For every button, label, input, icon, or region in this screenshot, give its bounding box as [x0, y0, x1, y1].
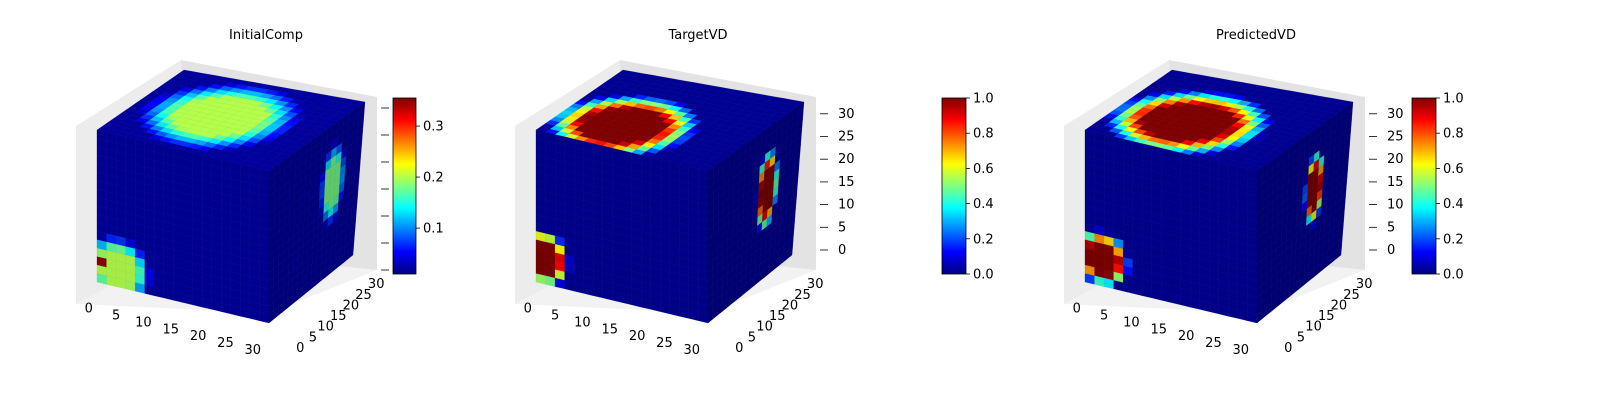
- colorbar-tick-label: 0.4: [973, 197, 994, 212]
- colorbar: [1411, 97, 1437, 275]
- x-tick-label: 10: [574, 315, 591, 330]
- x-tick-label: 10: [1123, 315, 1140, 330]
- top-face: [1084, 69, 1354, 172]
- z-tick-label: 30: [1387, 107, 1404, 122]
- side-face: [1256, 101, 1354, 324]
- z-tick-label: 20: [1387, 152, 1404, 167]
- z-tick-label: 5: [1387, 220, 1395, 235]
- side-face: [707, 101, 805, 324]
- x-tick-label: 5: [112, 309, 120, 324]
- x-tick-label: 0: [1073, 302, 1081, 317]
- y-tick-label: 15: [330, 309, 347, 324]
- y-tick-label: 20: [782, 298, 799, 313]
- y-tick-label: 5: [1297, 330, 1305, 345]
- chart-title: PredictedVD: [1216, 28, 1296, 43]
- x-tick-label: 30: [1233, 343, 1250, 358]
- x-tick-label: 25: [656, 336, 673, 351]
- colorbar: [941, 97, 967, 275]
- z-tick-label: 10: [1387, 198, 1404, 213]
- y-tick-label: 10: [756, 320, 773, 335]
- colorbar-tick-label: 0.3: [423, 120, 444, 135]
- voxel-cell: [1336, 246, 1342, 260]
- y-tick-label: 25: [355, 288, 372, 303]
- colorbar-tick-label: 0.8: [1443, 127, 1464, 142]
- y-tick-label: 15: [1318, 309, 1335, 324]
- y-tick-label: 10: [317, 320, 334, 335]
- colorbar-tick-label: 0.2: [973, 232, 994, 247]
- colorbar-tick-label: 0.6: [1443, 162, 1464, 177]
- colorbar-tick-label: 0.8: [973, 127, 994, 142]
- y-tick-label: 0: [296, 341, 304, 356]
- x-tick-label: 0: [524, 302, 532, 317]
- x-tick-label: 5: [551, 309, 559, 324]
- chart-title: InitialComp: [229, 28, 303, 43]
- y-tick-label: 10: [1305, 320, 1322, 335]
- z-tick-label: 0: [1387, 243, 1395, 258]
- x-tick-label: 25: [1205, 336, 1222, 351]
- x-tick-label: 20: [190, 329, 207, 344]
- colorbar-tick-label: 0.2: [423, 171, 444, 186]
- x-tick-label: 30: [245, 343, 262, 358]
- y-tick-label: 15: [769, 309, 786, 324]
- x-tick-label: 20: [1178, 329, 1195, 344]
- x-tick-label: 10: [135, 315, 152, 330]
- side-face: [268, 101, 366, 324]
- z-tick-label: 15: [838, 175, 855, 190]
- y-tick-label: 0: [735, 341, 743, 356]
- z-tick-label: 10: [838, 198, 855, 213]
- x-tick-label: 30: [684, 343, 701, 358]
- z-tick-label: 25: [1387, 130, 1404, 145]
- y-tick-label: 30: [807, 277, 824, 292]
- front-face: [535, 129, 709, 324]
- voxel-cell: [787, 246, 793, 260]
- voxel-cell: [348, 246, 354, 260]
- colorbar-tick-label: 0.6: [973, 162, 994, 177]
- top-face: [535, 69, 805, 172]
- front-face: [1084, 129, 1258, 324]
- y-tick-label: 30: [1356, 277, 1373, 292]
- x-tick-label: 15: [601, 322, 618, 337]
- y-tick-label: 20: [343, 298, 360, 313]
- front-face: [96, 129, 270, 324]
- x-tick-label: 15: [1150, 322, 1167, 337]
- x-tick-label: 25: [217, 336, 234, 351]
- z-tick-label: 25: [838, 130, 855, 145]
- colorbar-tick-label: 1.0: [1443, 92, 1464, 107]
- x-tick-label: 15: [162, 322, 179, 337]
- colorbar-tick-label: 0.1: [423, 222, 444, 237]
- x-tick-label: 5: [1100, 309, 1108, 324]
- y-tick-label: 0: [1284, 341, 1292, 356]
- x-tick-label: 20: [629, 329, 646, 344]
- colorbar-tick-label: 1.0: [973, 92, 994, 107]
- colorbar-tick-label: 0.4: [1443, 197, 1464, 212]
- z-tick-label: 5: [838, 220, 846, 235]
- y-tick-label: 5: [748, 330, 756, 345]
- z-tick-label: 15: [1387, 175, 1404, 190]
- y-tick-label: 5: [309, 330, 317, 345]
- z-tick-label: 0: [838, 243, 846, 258]
- y-tick-label: 25: [1343, 288, 1360, 303]
- chart-title: TargetVD: [667, 28, 727, 43]
- colorbar-tick-label: 0.2: [1443, 232, 1464, 247]
- colorbar-tick-label: 0.0: [973, 268, 994, 283]
- colorbar-tick-label: 0.0: [1443, 268, 1464, 283]
- y-tick-label: 25: [794, 288, 811, 303]
- z-tick-label: 20: [838, 152, 855, 167]
- x-tick-label: 0: [85, 302, 93, 317]
- y-tick-label: 30: [368, 277, 385, 292]
- z-tick-label: 30: [838, 107, 855, 122]
- colorbar: [392, 97, 417, 275]
- top-face: [96, 69, 366, 172]
- y-tick-label: 20: [1331, 298, 1348, 313]
